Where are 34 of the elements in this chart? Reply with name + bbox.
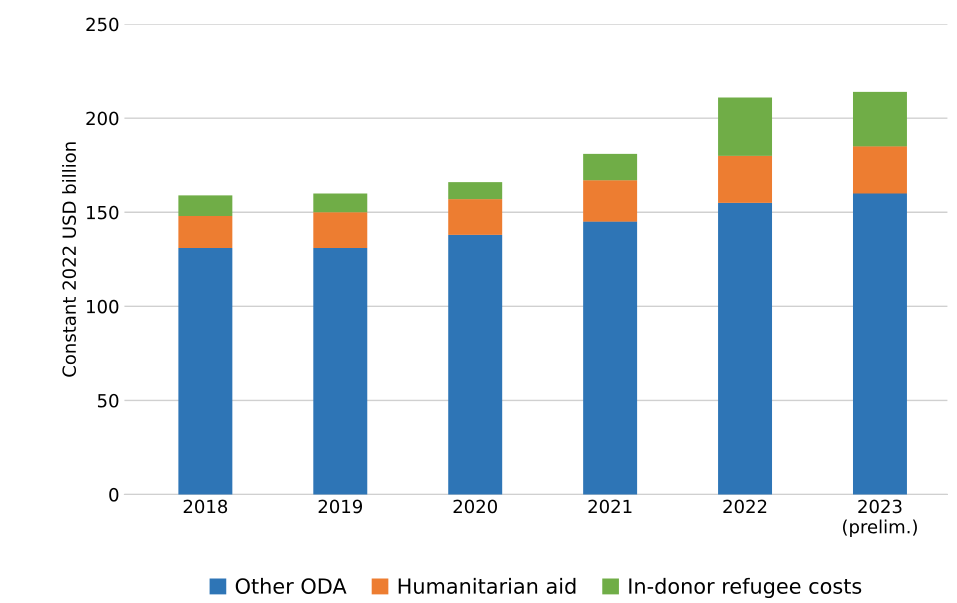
bar	[583, 222, 638, 494]
x-tick-label: 2018	[184, 500, 228, 514]
bar	[718, 202, 772, 494]
legend-label: Humanitarian aid	[398, 578, 576, 594]
legend-label: In-donor refugee costs	[629, 578, 862, 598]
bar	[448, 199, 502, 235]
y-tick-label: 200	[86, 112, 118, 126]
bar	[313, 212, 368, 248]
bar	[718, 156, 772, 203]
y-tick-label: 150	[87, 206, 118, 220]
bar	[448, 182, 502, 200]
bar	[852, 193, 907, 494]
bar	[718, 97, 772, 156]
x-tick-label: 2021	[588, 500, 632, 514]
x-tick-label: 2023 (prelim.)	[843, 500, 917, 538]
legend-label: Other ODA	[236, 578, 347, 594]
y-tick-label: 0	[109, 488, 118, 502]
y-tick-label: 250	[86, 18, 118, 32]
bar	[313, 248, 368, 494]
bar	[583, 180, 638, 222]
bar	[178, 248, 232, 494]
bar	[178, 195, 232, 216]
bar	[852, 146, 907, 194]
bar	[313, 193, 368, 212]
bar	[178, 216, 232, 248]
y-tick-label: 50	[98, 394, 118, 408]
y-axis-title: Constant 2022 USD billion	[62, 142, 76, 377]
bar	[583, 154, 638, 180]
x-tick-label: 2019	[318, 500, 362, 514]
y-tick-label: 100	[87, 300, 118, 314]
x-tick-label: 2020	[454, 500, 497, 514]
x-tick-label: 2022	[723, 500, 766, 514]
bar	[852, 92, 907, 146]
bar	[448, 234, 502, 494]
